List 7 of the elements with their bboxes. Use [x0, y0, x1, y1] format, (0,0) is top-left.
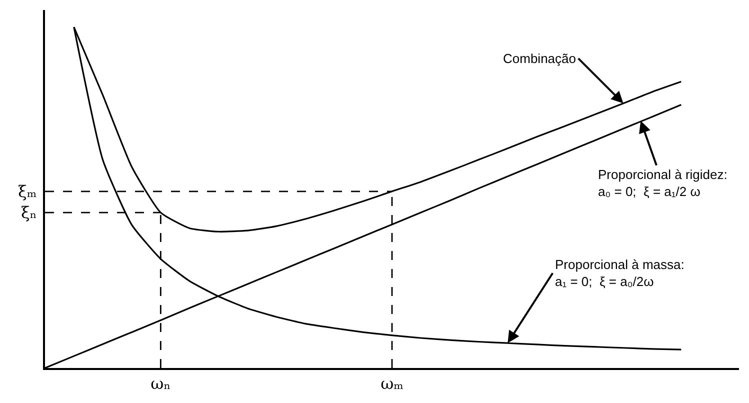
annotation: Proporcional à rigidez: a₀ = 0; ξ = a₁/2 ω — [598, 167, 728, 199]
ref-line-label: ξₙ — [21, 203, 37, 222]
ref-line-label: ξₘ — [18, 182, 37, 201]
x-tick-label: ωₘ — [380, 374, 404, 394]
x-tick-label: ωₙ — [150, 374, 171, 394]
annotation: Proporcional à massa: a₁ = 0; ξ = a₀/2ω — [555, 257, 684, 289]
annotation: Combinação — [503, 51, 576, 66]
